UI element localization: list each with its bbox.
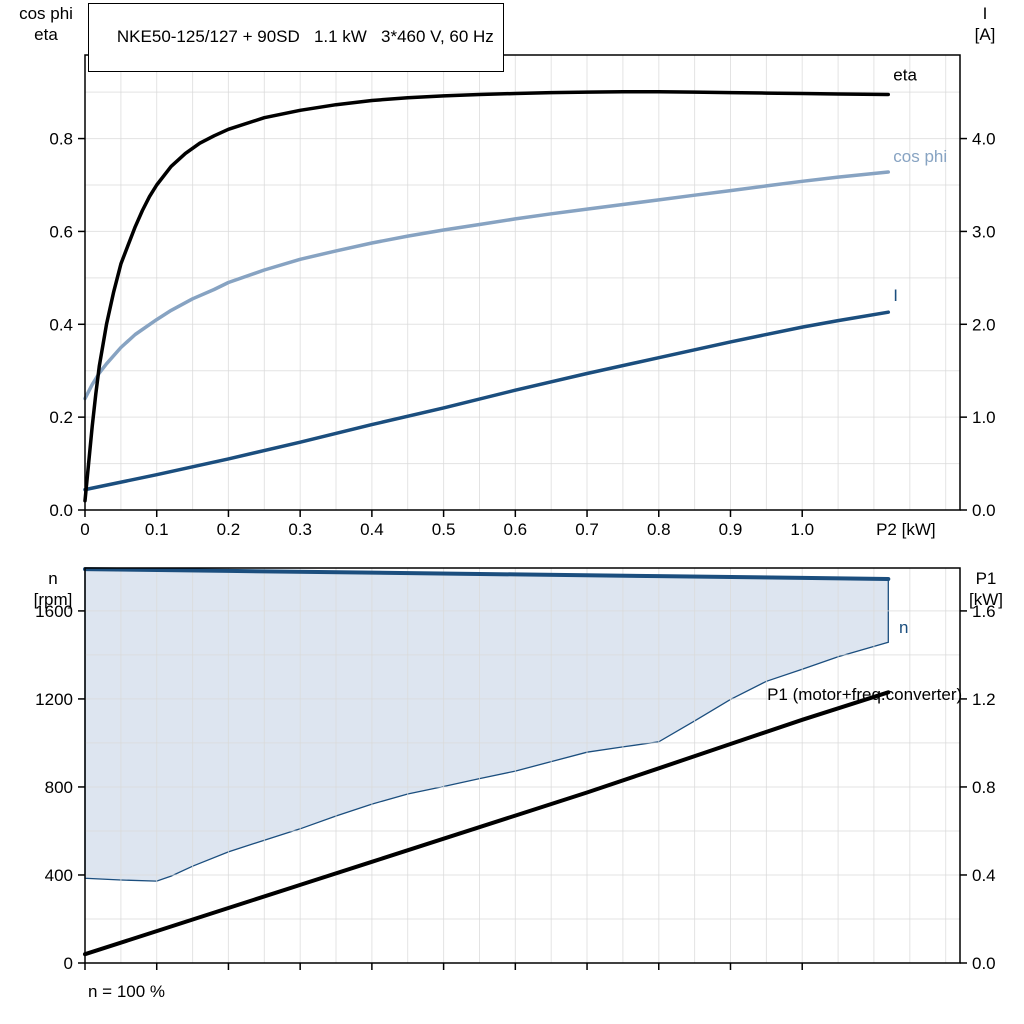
axis-title-top-left: cos phi eta	[8, 3, 84, 45]
chart-1: 0 400 800 1200 1600 0.0 0.4 0.8 1.2 1.6 n P1 (motor…	[35, 567, 996, 973]
svg-text:1600: 1600	[35, 602, 73, 621]
svg-text:0.0: 0.0	[49, 501, 73, 520]
axis-title-p1: P1	[975, 569, 997, 588]
svg-text:0.6: 0.6	[504, 520, 528, 539]
svg-text:0.4: 0.4	[360, 520, 384, 539]
axis-title-bottom-right: P1 [kW]	[956, 568, 1016, 610]
svg-text:1.6: 1.6	[972, 602, 996, 621]
series-I	[83, 310, 891, 492]
svg-text:1.0: 1.0	[790, 520, 814, 539]
axis-title-speed-unit: [rpm]	[33, 590, 73, 609]
svg-text:0.4: 0.4	[49, 315, 73, 334]
plot-frame	[84, 54, 961, 511]
svg-text:0.2: 0.2	[49, 408, 73, 427]
svg-text:1.2: 1.2	[972, 690, 996, 709]
tick-labels: 0 400 800 1200 1600 0.0 0.4 0.8 1.2 1.6	[35, 602, 995, 973]
chart-title-box: NKE50-125/127 + 90SD 1.1 kW 3*460 V, 60 …	[88, 3, 504, 72]
svg-text:0.1: 0.1	[145, 520, 169, 539]
axis-ticks	[78, 137, 967, 517]
series-cos phi	[83, 170, 891, 401]
speed-control-range	[84, 568, 889, 882]
svg-text:2.0: 2.0	[972, 315, 996, 334]
axis-title-eta: eta	[34, 25, 58, 44]
svg-text:0.5: 0.5	[432, 520, 456, 539]
speed-note: n = 100 %	[88, 982, 166, 1001]
axis-title-cos-phi: cos phi	[19, 4, 73, 23]
series-n	[83, 567, 891, 581]
svg-text:0.9: 0.9	[719, 520, 743, 539]
axis-ticks	[78, 610, 967, 970]
svg-text:0.2: 0.2	[217, 520, 241, 539]
curve-label-eta: eta	[893, 66, 917, 85]
svg-text:P2 [kW]: P2 [kW]	[876, 520, 936, 539]
gridlines	[85, 55, 960, 510]
svg-text:4.0: 4.0	[972, 130, 996, 149]
svg-text:0.4: 0.4	[972, 866, 996, 885]
svg-text:800: 800	[45, 778, 73, 797]
svg-text:0.0: 0.0	[972, 501, 996, 520]
svg-text:3.0: 3.0	[972, 222, 996, 241]
svg-text:0.8: 0.8	[972, 778, 996, 797]
svg-text:0.0: 0.0	[972, 954, 996, 973]
axis-title-speed: n	[48, 569, 58, 588]
svg-text:0.6: 0.6	[49, 222, 73, 241]
axis-title-bottom-left: n [rpm]	[18, 568, 88, 610]
series-eta	[83, 89, 891, 503]
curve-label-i: I	[893, 286, 898, 305]
axis-title-p1-unit: [kW]	[969, 590, 1003, 609]
svg-text:0.8: 0.8	[49, 130, 73, 149]
axis-title-current: I	[982, 4, 988, 23]
svg-text:1.0: 1.0	[972, 408, 996, 427]
curve-label-p1-motor-freq-converter-: P1 (motor+freq.converter)	[767, 685, 962, 704]
gridlines	[85, 568, 960, 963]
series-P1	[83, 690, 891, 957]
svg-text:0.8: 0.8	[647, 520, 671, 539]
chart-title: NKE50-125/127 + 90SD 1.1 kW 3*460 V, 60 …	[116, 27, 494, 46]
curve-label-cos-phi: cos phi	[893, 147, 947, 166]
axis-title-current-unit: [A]	[974, 25, 996, 44]
svg-text:0.7: 0.7	[575, 520, 599, 539]
svg-text:0: 0	[64, 954, 73, 973]
svg-text:400: 400	[45, 866, 73, 885]
svg-text:0.3: 0.3	[288, 520, 312, 539]
tick-labels: 0 0.1 0.2 0.3 0.4 0.5 0.6 0.7 0.8 0.9 1.0 P2 [kW] 0.…	[49, 130, 995, 539]
svg-text:0: 0	[80, 520, 89, 539]
plot-frame	[84, 567, 961, 964]
svg-text:1200: 1200	[35, 690, 73, 709]
chart-0: 0 0.1 0.2 0.3 0.4 0.5 0.6 0.7 0.8 0.9 1.0 P2 [kW] 0.…	[49, 54, 996, 539]
axis-title-top-right: I [A]	[956, 3, 1014, 45]
curve-label-n: n	[899, 618, 908, 637]
